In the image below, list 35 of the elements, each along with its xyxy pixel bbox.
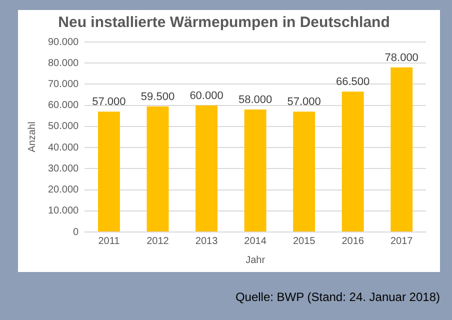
x-axis-title: Jahr [246,254,266,266]
y-tick-label: 60.000 [48,100,80,112]
y-tick-label: 20.000 [48,184,80,196]
bar [342,92,364,232]
x-tick-label: 2014 [244,236,267,247]
x-tick-label: 2013 [195,236,218,247]
bar [293,112,316,232]
bar [244,110,266,232]
y-tick-label: 0 [73,226,80,238]
data-label: 66.500 [336,76,370,88]
x-tick-label: 2017 [390,236,414,247]
y-tick-label: 90.000 [48,36,80,48]
data-label: 57.000 [287,96,321,108]
y-tick-label: 80.000 [48,58,80,69]
x-tick-label: 2011 [98,236,120,247]
data-label: 60.000 [190,90,224,102]
bar [390,67,413,232]
data-label: 78.000 [384,52,418,64]
y-axis-title: Anzahl [26,122,38,152]
y-tick-label: 70.000 [48,78,80,90]
x-tick-label: 2012 [146,236,170,247]
bar [196,105,218,232]
source-note: Quelle: BWP (Stand: 24. Januar 2018) [235,290,440,304]
data-label: 58.000 [238,94,272,106]
y-tick-label: 30.000 [48,163,80,174]
bar [98,112,120,232]
y-tick-label: 40.000 [48,142,80,154]
y-tick-label: 10.000 [48,206,80,217]
chart-title: Neu installierte Wärmepumpen in Deutschland [58,14,390,32]
data-label: 57.000 [92,96,126,108]
data-label: 59.500 [140,90,175,103]
x-tick-label: 2015 [292,236,316,247]
x-tick-label: 2016 [342,236,364,247]
bar [146,106,169,232]
y-tick-label: 50.000 [48,121,80,132]
